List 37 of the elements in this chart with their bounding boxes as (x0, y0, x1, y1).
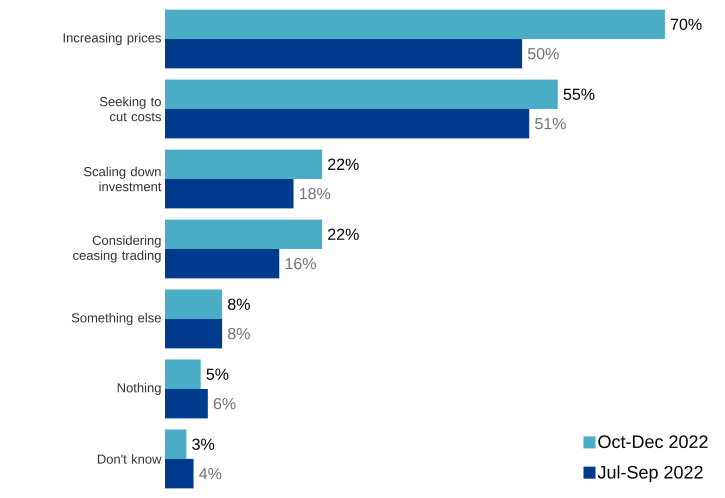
bar (164, 430, 186, 459)
data-label: 18% (300, 188, 330, 200)
data-label: 22% (328, 228, 359, 240)
bar (164, 220, 322, 249)
bar (164, 360, 201, 389)
y-tick-label: Considering ceasing trading (73, 235, 161, 263)
data-label: 51% (535, 118, 566, 130)
bar (164, 39, 522, 68)
data-label: 22% (328, 158, 359, 170)
data-label: 6% (214, 398, 236, 410)
bar (164, 80, 558, 110)
bar (164, 109, 530, 138)
y-tick-label: Don't know (98, 454, 162, 464)
legend-label: Jul-Sep 2022 (598, 465, 703, 482)
bar (164, 458, 194, 488)
y-tick-label: Increasing prices (64, 32, 161, 46)
bar (164, 150, 322, 180)
bar (164, 290, 222, 319)
data-label: 8% (228, 328, 250, 340)
y-tick-label: Nothing (118, 382, 161, 396)
data-label: 8% (228, 298, 250, 310)
y-tick-label: Scaling down investment (84, 166, 162, 192)
bar (164, 388, 208, 418)
y-tick-label: Seeking to cut costs (100, 96, 161, 122)
data-label: 3% (192, 438, 214, 450)
bar (164, 248, 280, 278)
data-label: 5% (206, 368, 228, 380)
bar (164, 318, 222, 348)
data-label: 50% (528, 48, 559, 60)
bar (164, 10, 665, 40)
y-tick-label: Something else (72, 312, 161, 326)
data-label: 16% (286, 258, 316, 270)
legend-label: Oct-Dec 2022 (598, 435, 708, 448)
bar (164, 179, 294, 208)
data-label: 70% (670, 18, 702, 30)
data-label: 55% (564, 88, 594, 100)
data-label: 4% (199, 468, 222, 480)
